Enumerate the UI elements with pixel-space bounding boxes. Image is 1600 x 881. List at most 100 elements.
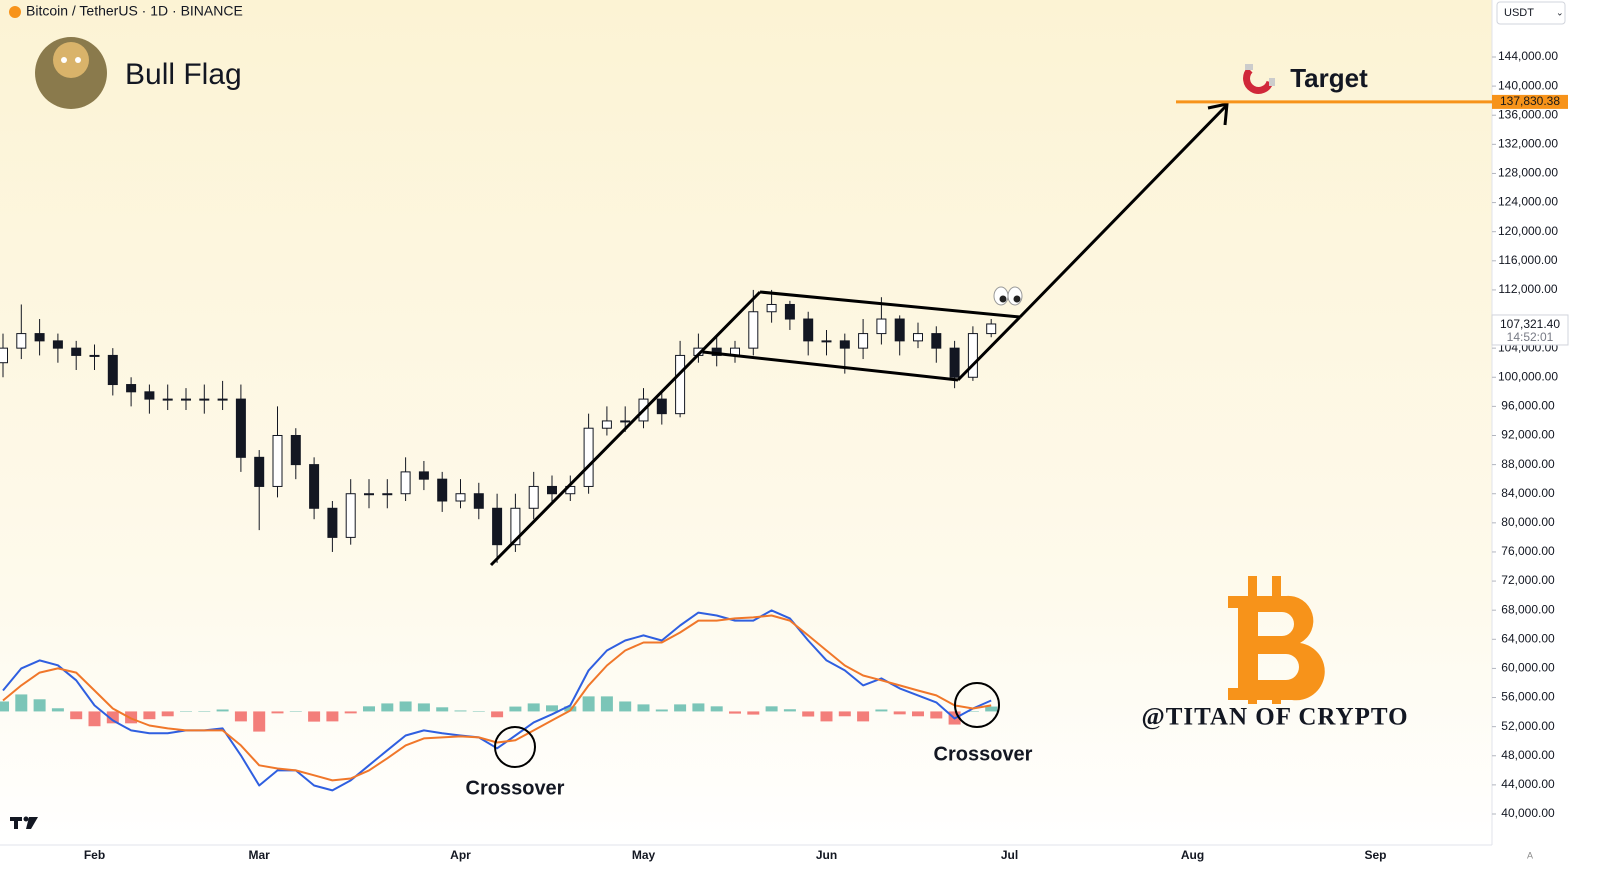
candle-body (803, 318, 814, 342)
candle-body (418, 471, 429, 480)
candle-body (748, 311, 759, 349)
histogram-bar (0, 701, 9, 712)
y-tick-label: 116,000.00 (1498, 253, 1557, 267)
histogram-bar (216, 709, 229, 712)
y-tick-label: 52,000.00 (1501, 719, 1555, 733)
histogram-bar (729, 711, 741, 714)
y-tick-label: 120,000.00 (1498, 224, 1558, 238)
x-tick-label: Apr (450, 848, 471, 862)
y-tick-label: 140,000.00 (1498, 78, 1558, 92)
y-tick-label: 96,000.00 (1501, 399, 1555, 413)
currency-box[interactable] (1496, 1, 1566, 25)
candle-body (455, 493, 466, 502)
candle-body (967, 333, 978, 378)
magnet-emoji (1243, 64, 1275, 94)
y-tick-label: 80,000.00 (1501, 515, 1555, 529)
histogram-bar (930, 711, 943, 719)
histogram-bar (70, 711, 83, 720)
histogram-bar (253, 711, 266, 732)
candle-body (52, 340, 63, 349)
histogram-bar (161, 711, 174, 717)
avatar-eye (61, 57, 67, 63)
histogram-bar (820, 711, 833, 722)
auto-scale[interactable]: A (1527, 850, 1533, 860)
histogram-bar (783, 709, 796, 712)
y-tick-label: 56,000.00 (1501, 690, 1555, 704)
histogram-bar (88, 711, 101, 727)
currency[interactable]: USDT (1504, 7, 1534, 19)
candle-body (34, 333, 45, 342)
candle-body (821, 340, 832, 343)
price-axis (1492, 0, 1600, 881)
flag-bottom (702, 350, 959, 382)
histogram-bar (472, 711, 485, 712)
candle-body (107, 354, 118, 386)
candle-body (492, 507, 503, 546)
crossover-circle (954, 682, 1000, 728)
candle-body (766, 303, 777, 313)
candle-body (876, 318, 887, 335)
y-tick-label: 72,000.00 (1501, 573, 1555, 587)
x-tick-label: May (632, 848, 656, 862)
candle-body (16, 333, 27, 349)
candle-body (126, 384, 137, 393)
histogram-bar (198, 711, 211, 712)
histogram-bar (600, 696, 613, 712)
candle-body (583, 427, 594, 487)
candle-body (437, 478, 448, 502)
candle-body (144, 391, 155, 400)
candle-body (400, 471, 411, 495)
histogram-bar (454, 710, 467, 712)
histogram-bar (417, 703, 430, 712)
candle-body (931, 333, 942, 349)
y-tick-label: 88,000.00 (1501, 457, 1555, 471)
countdown: 14:52:01 (1507, 330, 1554, 344)
y-tick-label: 144,000.00 (1498, 49, 1558, 63)
candle-body (601, 420, 612, 429)
candle-body (89, 354, 100, 357)
histogram-bar (308, 711, 321, 722)
histogram-bar (966, 711, 979, 712)
target-price: 137,830.38 (1500, 94, 1560, 108)
avatar-eye (75, 57, 81, 63)
histogram-bar (985, 706, 998, 712)
candle-body (290, 434, 301, 466)
histogram-bar (271, 711, 284, 714)
candle-body (894, 318, 905, 342)
candle-body (620, 420, 631, 423)
candle-body (327, 507, 338, 538)
candle-body (364, 493, 374, 496)
histogram-bar (234, 711, 247, 722)
plot-background (0, 0, 1492, 845)
flag-top (759, 290, 1021, 319)
y-tick-label: 124,000.00 (1498, 195, 1558, 209)
y-tick-label: 112,000.00 (1498, 282, 1557, 296)
histogram-bar (582, 696, 595, 712)
candle-body (309, 464, 320, 509)
bull-flag-drawing (489, 102, 1229, 567)
histogram-bar (802, 711, 815, 717)
chart-title: Bull Flag (125, 58, 242, 91)
histogram-bar (875, 709, 888, 712)
histogram-bar (747, 711, 760, 715)
histogram-bar (637, 704, 650, 712)
histogram-bar (399, 701, 412, 712)
histogram-bar (674, 704, 687, 712)
candle-body (656, 398, 667, 415)
dropdown[interactable]: ⌄ (1556, 7, 1564, 17)
eyes-emoji (993, 286, 1023, 306)
histogram-bar (363, 706, 375, 712)
x-tick-label: Mar (249, 848, 271, 862)
y-tick-label: 48,000.00 (1501, 748, 1555, 762)
y-tick-label: 68,000.00 (1501, 602, 1555, 616)
histogram-bar (619, 701, 632, 712)
histogram-bar (857, 711, 870, 722)
histogram-bar (326, 711, 339, 722)
last-price: 107,321.40 (1500, 317, 1560, 331)
histogram-bar (838, 711, 851, 717)
histogram-bar (692, 703, 705, 712)
histogram-bar (344, 711, 357, 714)
annotation: Crossover (466, 777, 565, 799)
indicator-line (2, 609, 992, 792)
price-panel (0, 289, 997, 563)
